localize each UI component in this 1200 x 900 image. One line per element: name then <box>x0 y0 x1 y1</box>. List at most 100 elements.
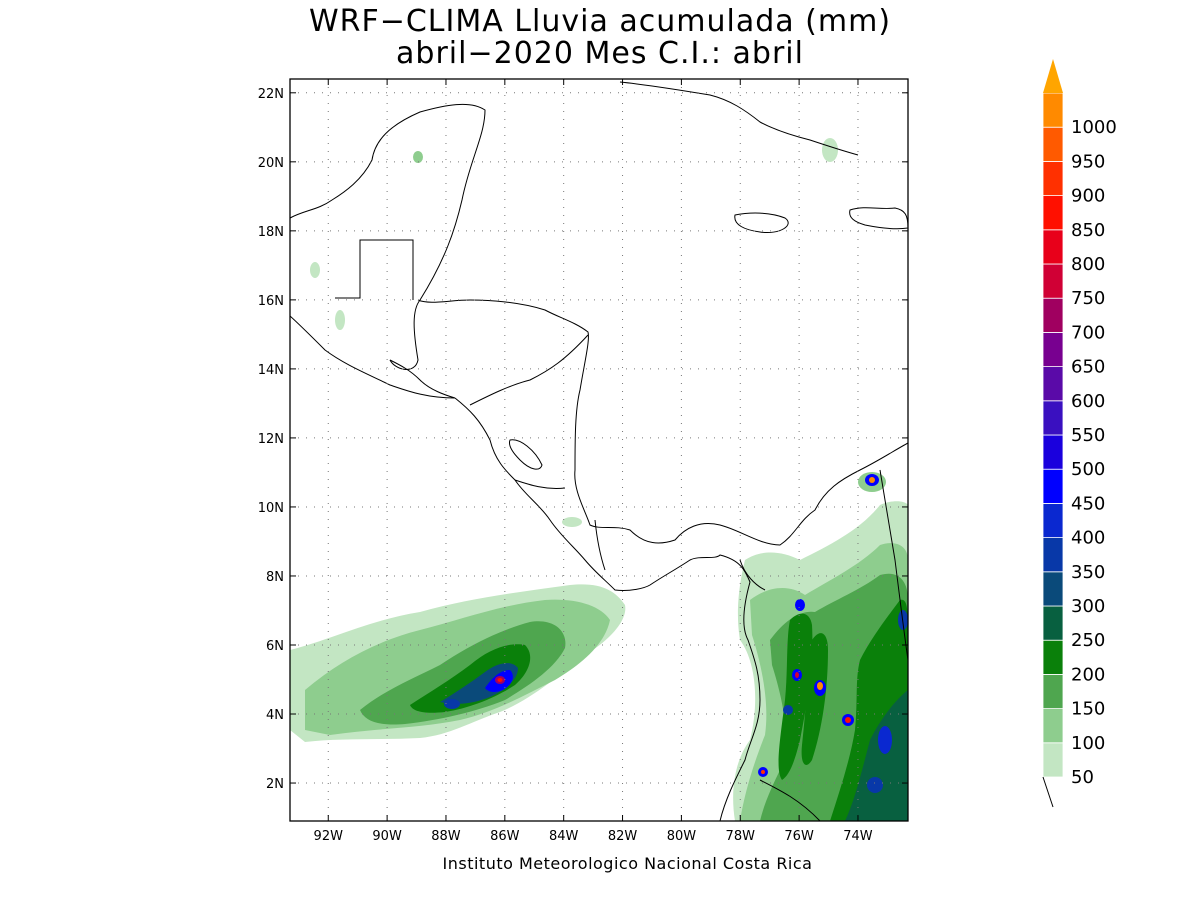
lon-tick-label: 88W <box>431 829 461 844</box>
colorbar-label: 200 <box>1071 664 1105 685</box>
coastlines <box>290 81 908 821</box>
colorbar-label: 350 <box>1071 562 1105 583</box>
lon-tick-label: 76W <box>784 829 814 844</box>
mexico-coast <box>290 103 486 370</box>
axis-ticks: 92W 90W 88W 86W 84W 82W 80W 78W 76W 74W 2N 4N 6N 8N 10… <box>258 79 908 844</box>
guatemala-mexico-border <box>335 239 414 300</box>
hispaniola <box>849 207 908 230</box>
guatemala-honduras-border <box>389 359 456 399</box>
colorbar-swatch <box>1042 742 1064 778</box>
colorbar-swatch <box>1042 605 1064 641</box>
lon-tick-label: 74W <box>843 829 873 844</box>
costarica-panama-border <box>594 519 606 571</box>
colorbar-label: 950 <box>1071 151 1105 172</box>
lon-tick-label: 92W <box>314 829 344 844</box>
caribbean-rain-1000 <box>869 477 875 483</box>
colombia-rain-200-b <box>801 633 828 765</box>
colorbar-label: 300 <box>1071 596 1105 617</box>
colorbar-swatch <box>1042 366 1064 402</box>
colorbar: 50 100 150 200 250 300 350 400 450 500 550 600 650 70… <box>1042 59 1117 808</box>
colorbar-label: 150 <box>1071 699 1105 720</box>
lat-tick-label: 4N <box>266 708 284 723</box>
colorbar-swatch <box>1042 537 1064 573</box>
nicaragua-costarica-border <box>514 479 566 489</box>
colorbar-swatch <box>1042 468 1064 504</box>
panama-colombia-border <box>739 559 766 591</box>
colombia-rain-blue-5 <box>783 705 793 715</box>
colombia-rain-hot-3 <box>845 717 851 723</box>
lat-tick-label: 22N <box>258 87 284 102</box>
colorbar-swatch <box>1042 263 1064 299</box>
colombia-rain-200-a <box>778 613 813 780</box>
colorbar-swatch <box>1042 229 1064 265</box>
colorbar-swatch <box>1042 160 1064 196</box>
lon-tick-label: 80W <box>667 829 697 844</box>
central-america-pacific-coast <box>454 397 761 821</box>
colombia-rain-blue-8 <box>867 777 883 793</box>
mexico-pacific-coast <box>290 315 456 399</box>
colorbar-label: 500 <box>1071 459 1105 480</box>
colorbar-label: 750 <box>1071 288 1105 309</box>
pacific-rain-300 <box>440 663 518 704</box>
colorbar-swatch <box>1042 195 1064 231</box>
cuba <box>619 81 859 156</box>
national-borders <box>335 239 908 821</box>
colorbar-swatch <box>1042 708 1064 744</box>
pacific-rain-850 <box>497 678 503 682</box>
colorbar-swatch <box>1042 571 1064 607</box>
honduras-caribbean-coast <box>417 299 908 546</box>
cuba-rain-patch <box>822 138 838 162</box>
yucatan-rain-patch <box>413 151 423 163</box>
colombia-rain-hot-4 <box>761 770 765 774</box>
lon-tick-label: 78W <box>726 829 756 844</box>
lat-tick-label: 16N <box>258 294 284 309</box>
colorbar-label: 850 <box>1071 220 1105 241</box>
lat-tick-label: 18N <box>258 225 284 240</box>
colorbar-overflow-arrow <box>1043 59 1063 93</box>
colorbar-swatch <box>1042 434 1064 470</box>
colombia-rain-blue-1 <box>795 599 805 611</box>
colorbar-label: 700 <box>1071 322 1105 343</box>
colorbar-label: 250 <box>1071 630 1105 651</box>
colorbar-swatch <box>1042 92 1064 128</box>
colorbar-swatch <box>1042 400 1064 436</box>
lat-tick-label: 2N <box>266 777 284 792</box>
colorbar-label: 600 <box>1071 391 1105 412</box>
colorbar-swatch <box>1042 126 1064 162</box>
lake-nicaragua <box>509 439 543 470</box>
lat-tick-label: 14N <box>258 363 284 378</box>
credit-text: Instituto Meteorologico Nacional Costa R… <box>442 854 813 873</box>
lon-tick-label: 86W <box>490 829 520 844</box>
colorbar-label: 450 <box>1071 493 1105 514</box>
lat-tick-label: 6N <box>266 639 284 654</box>
colorbar-underflow-tick <box>1042 776 1054 808</box>
colombia-rain-hot-1 <box>817 682 823 690</box>
colorbar-label: 550 <box>1071 425 1105 446</box>
colorbar-swatch <box>1042 297 1064 333</box>
colorbar-swatch <box>1042 639 1064 675</box>
colombia-rain-blue-7 <box>878 726 892 754</box>
lat-tick-label: 20N <box>258 156 284 171</box>
colombia-rain-250 <box>845 690 908 821</box>
colorbar-label: 900 <box>1071 186 1105 207</box>
colorbar-swatch <box>1042 674 1064 710</box>
colombia-ecuador-border <box>759 779 821 821</box>
rainfall-contours <box>290 138 908 821</box>
colorbar-label: 100 <box>1071 733 1105 754</box>
lon-tick-label: 82W <box>608 829 638 844</box>
colorbar-swatch <box>1042 331 1064 367</box>
guatemala-rain-patch <box>310 262 320 278</box>
colorbar-label: 800 <box>1071 254 1105 275</box>
colorbar-label: 1000 <box>1071 117 1117 138</box>
pacific-guatemala-rain-patch <box>335 310 345 330</box>
colombia-venezuela-border <box>879 469 908 661</box>
pacific-rain-west-450 <box>444 699 460 709</box>
colorbar-swatch <box>1042 502 1064 538</box>
map-title-line1: WRF−CLIMA Lluvia acumulada (mm) <box>308 4 892 39</box>
lat-tick-label: 12N <box>258 432 284 447</box>
colorbar-label: 400 <box>1071 528 1105 549</box>
map-frame <box>289 78 909 822</box>
lon-tick-label: 84W <box>549 829 579 844</box>
lon-tick-label: 90W <box>372 829 402 844</box>
